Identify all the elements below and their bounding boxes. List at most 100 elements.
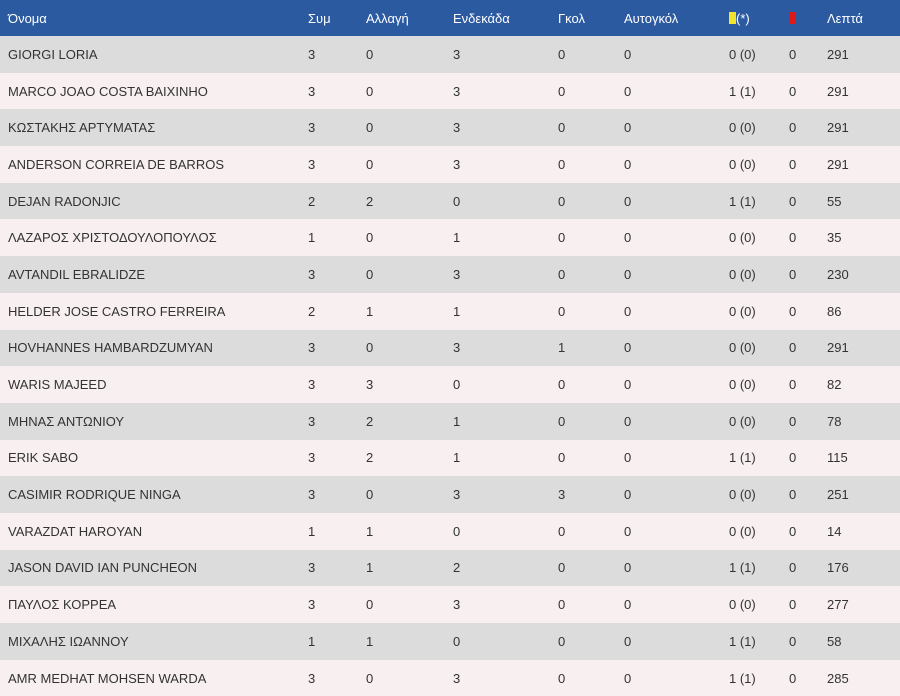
minutes-cell: 230 [827,266,849,282]
starts-cell: 0 [453,633,461,649]
minutes-cell: 291 [827,83,849,99]
subs-cell: 1 [366,633,374,649]
subs-cell: 0 [366,230,374,246]
starts-cell: 3 [453,487,461,503]
minutes-cell: 115 [827,450,848,466]
column-header-apps[interactable]: Συμ [308,10,331,26]
minutes-cell: 58 [827,633,842,649]
table-row: AVTANDIL EBRALIDZE 3 0 3 0 0 0 (0) 0 230 [0,256,900,293]
column-header-red-cards[interactable] [789,0,827,36]
red-cards-cell: 0 [789,523,797,539]
goals-cell: 1 [558,340,566,356]
yellow-cards-cell: 1 (1) [729,633,756,649]
red-cards-cell: 0 [789,193,797,209]
yellow-cards-cell: 0 (0) [729,303,756,319]
yellow-cards-cell: 1 (1) [729,450,756,466]
own-goals-cell: 0 [624,83,632,99]
apps-cell: 3 [308,46,316,62]
column-header-minutes[interactable]: Λεπτά [827,10,863,26]
minutes-cell: 35 [827,230,842,246]
red-cards-cell: 0 [789,413,797,429]
goals-cell: 0 [558,597,566,613]
apps-cell: 2 [308,193,316,209]
starts-cell: 3 [453,156,461,172]
player-name-cell: ERIK SABO [8,450,79,466]
starts-cell: 3 [453,597,461,613]
subs-cell: 0 [366,120,374,136]
player-name-cell: ΜΙΧΑΛΗΣ ΙΩΑΝΝΟΥ [8,633,129,649]
own-goals-cell: 0 [624,523,632,539]
subs-cell: 2 [366,450,374,466]
own-goals-cell: 0 [624,303,632,319]
goals-cell: 0 [558,193,566,209]
subs-cell: 3 [366,377,374,393]
apps-cell: 3 [308,83,316,99]
table-row: JASON DAVID IAN PUNCHEON 3 1 2 0 0 1 (1) 0 176 [0,549,900,587]
yellow-cards-cell: 0 (0) [729,340,756,356]
apps-cell: 3 [308,450,316,466]
player-name-cell: AMR MEDHAT MOHSEN WARDA [8,670,207,686]
player-name-cell: ANDERSON CORREIA DE BARROS [8,156,224,172]
column-header-name[interactable]: Όνομα [8,10,47,26]
subs-cell: 1 [366,303,374,319]
yellow-cards-cell: 0 (0) [729,266,756,282]
column-header-goals[interactable]: Γκολ [558,10,585,26]
apps-cell: 3 [308,413,316,429]
goals-cell: 0 [558,670,566,686]
player-name-cell: HELDER JOSE CASTRO FERREIRA [8,303,226,319]
red-cards-cell: 0 [789,46,797,62]
own-goals-cell: 0 [624,230,632,246]
goals-cell: 0 [558,413,566,429]
own-goals-cell: 0 [624,413,632,429]
subs-cell: 2 [366,413,374,429]
starts-cell: 3 [453,120,461,136]
starts-cell: 1 [453,230,461,246]
column-header-own-goals[interactable]: Αυτογκόλ [624,10,679,26]
yellow-cards-cell: 0 (0) [729,487,756,503]
red-cards-cell: 0 [789,450,797,466]
goals-cell: 0 [558,560,566,576]
red-cards-cell: 0 [789,303,797,319]
subs-cell: 0 [366,46,374,62]
table-row: ΜΗΝΑΣ ΑΝΤΩΝΙΟΥ 3 2 1 0 0 0 (0) 0 78 [0,402,900,440]
own-goals-cell: 0 [624,340,632,356]
goals-cell: 0 [558,450,566,466]
starts-cell: 3 [453,670,461,686]
apps-cell: 3 [308,156,316,172]
minutes-cell: 86 [827,303,842,319]
yellow-cards-cell: 0 (0) [729,156,756,172]
table-row: MARCO JOAO COSTA BAIXINHO 3 0 3 0 0 1 (1) 0 291 [0,72,900,110]
minutes-cell: 55 [827,193,842,209]
goals-cell: 0 [558,633,566,649]
minutes-cell: 14 [827,523,842,539]
yellow-cards-cell: 0 (0) [729,413,756,429]
apps-cell: 2 [308,303,316,319]
red-cards-cell: 0 [789,120,797,136]
own-goals-cell: 0 [624,377,632,393]
subs-cell: 1 [366,560,374,576]
apps-cell: 3 [308,266,316,282]
column-header-starts[interactable]: Ενδεκάδα [453,10,510,26]
yellow-cards-cell: 0 (0) [729,377,756,393]
starts-cell: 3 [453,340,461,356]
red-cards-cell: 0 [789,633,797,649]
apps-cell: 3 [308,377,316,393]
subs-cell: 1 [366,523,374,539]
red-cards-cell: 0 [789,340,797,356]
goals-cell: 0 [558,120,566,136]
yellow-cards-cell: 1 (1) [729,560,756,576]
column-header-subs[interactable]: Αλλαγή [366,10,409,26]
table-row: CASIMIR RODRIQUE NINGA 3 0 3 3 0 0 (0) 0 251 [0,476,900,513]
own-goals-cell: 0 [624,633,632,649]
apps-cell: 1 [308,523,316,539]
starts-cell: 0 [453,377,461,393]
subs-cell: 0 [366,597,374,613]
table-row: ΠΑΥΛΟΣ ΚΟΡΡΕΑ 3 0 3 0 0 0 (0) 0 277 [0,586,900,623]
goals-cell: 0 [558,303,566,319]
own-goals-cell: 0 [624,487,632,503]
starts-cell: 1 [453,303,461,319]
goals-cell: 0 [558,230,566,246]
own-goals-cell: 0 [624,266,632,282]
column-header-yellow-cards[interactable]: (*) [729,0,789,36]
